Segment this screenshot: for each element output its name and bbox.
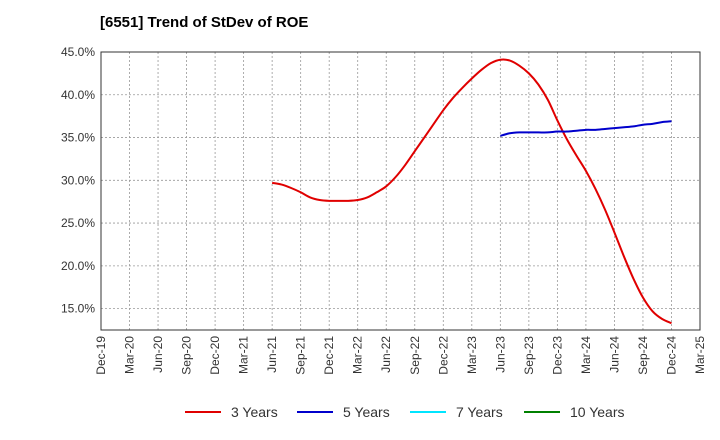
series-line-3-years <box>271 58 672 325</box>
legend: 3 Years 5 Years 7 Years 10 Years <box>0 404 720 426</box>
y-tick-label: 15.0% <box>61 302 95 316</box>
x-tick-label: Jun-24 <box>607 336 621 373</box>
y-tick-label: 35.0% <box>61 131 95 145</box>
x-tick-label: Dec-21 <box>322 336 336 375</box>
legend-swatch <box>297 411 333 413</box>
chart-title: [6551] Trend of StDev of ROE <box>100 14 309 31</box>
x-tick-label: Mar-24 <box>579 336 593 374</box>
y-tick-labels: 15.0% 20.0% 25.0% 30.0% 35.0% 40.0% 45.0% <box>61 45 95 316</box>
x-tick-label: Mar-22 <box>351 336 365 374</box>
x-tick-label: Mar-20 <box>123 336 137 374</box>
plot-frame <box>100 51 701 331</box>
legend-label: 10 Years <box>570 404 625 420</box>
x-tick-label: Jun-20 <box>151 336 165 373</box>
legend-swatch <box>185 411 221 413</box>
legend-label: 3 Years <box>231 404 278 420</box>
x-tick-labels: Dec-19 Mar-20 Jun-20 Sep-20 Dec-20 Mar-21 Jun-… <box>94 336 707 375</box>
x-tick-label: Dec-23 <box>550 336 564 375</box>
x-tick-label: Mar-25 <box>693 336 707 374</box>
y-tick-label: 40.0% <box>61 88 95 102</box>
x-tick-label: Sep-24 <box>636 336 650 375</box>
legend-item: 10 Years <box>524 404 625 420</box>
x-tick-label: Dec-19 <box>94 336 108 375</box>
y-tick-label: 30.0% <box>61 173 95 187</box>
legend-label: 5 Years <box>343 404 390 420</box>
legend-item: 7 Years <box>410 404 503 420</box>
y-tick-label: 45.0% <box>61 45 95 59</box>
legend-item: 5 Years <box>297 404 390 420</box>
grid-layer <box>100 51 701 330</box>
y-tick-label: 20.0% <box>61 259 95 273</box>
x-tick-label: Sep-20 <box>180 336 194 375</box>
x-tick-label: Jun-22 <box>379 336 393 373</box>
x-tick-label: Jun-21 <box>265 336 279 373</box>
x-tick-label: Dec-22 <box>436 336 450 375</box>
legend-item: 3 Years <box>185 404 278 420</box>
x-tick-label: Mar-21 <box>237 336 251 374</box>
x-tick-label: Sep-23 <box>522 336 536 375</box>
x-tick-label: Jun-23 <box>493 336 507 373</box>
series-layer <box>271 58 672 325</box>
x-tick-label: Sep-21 <box>294 336 308 375</box>
x-tick-label: Mar-23 <box>465 336 479 374</box>
x-tick-label: Dec-20 <box>208 336 222 375</box>
legend-label: 7 Years <box>456 404 503 420</box>
legend-swatch <box>410 411 446 413</box>
legend-swatch <box>524 411 560 413</box>
series-line-5-years <box>500 120 672 137</box>
x-tick-label: Dec-24 <box>664 336 678 375</box>
y-tick-label: 25.0% <box>61 216 95 230</box>
x-tick-label: Sep-22 <box>408 336 422 375</box>
